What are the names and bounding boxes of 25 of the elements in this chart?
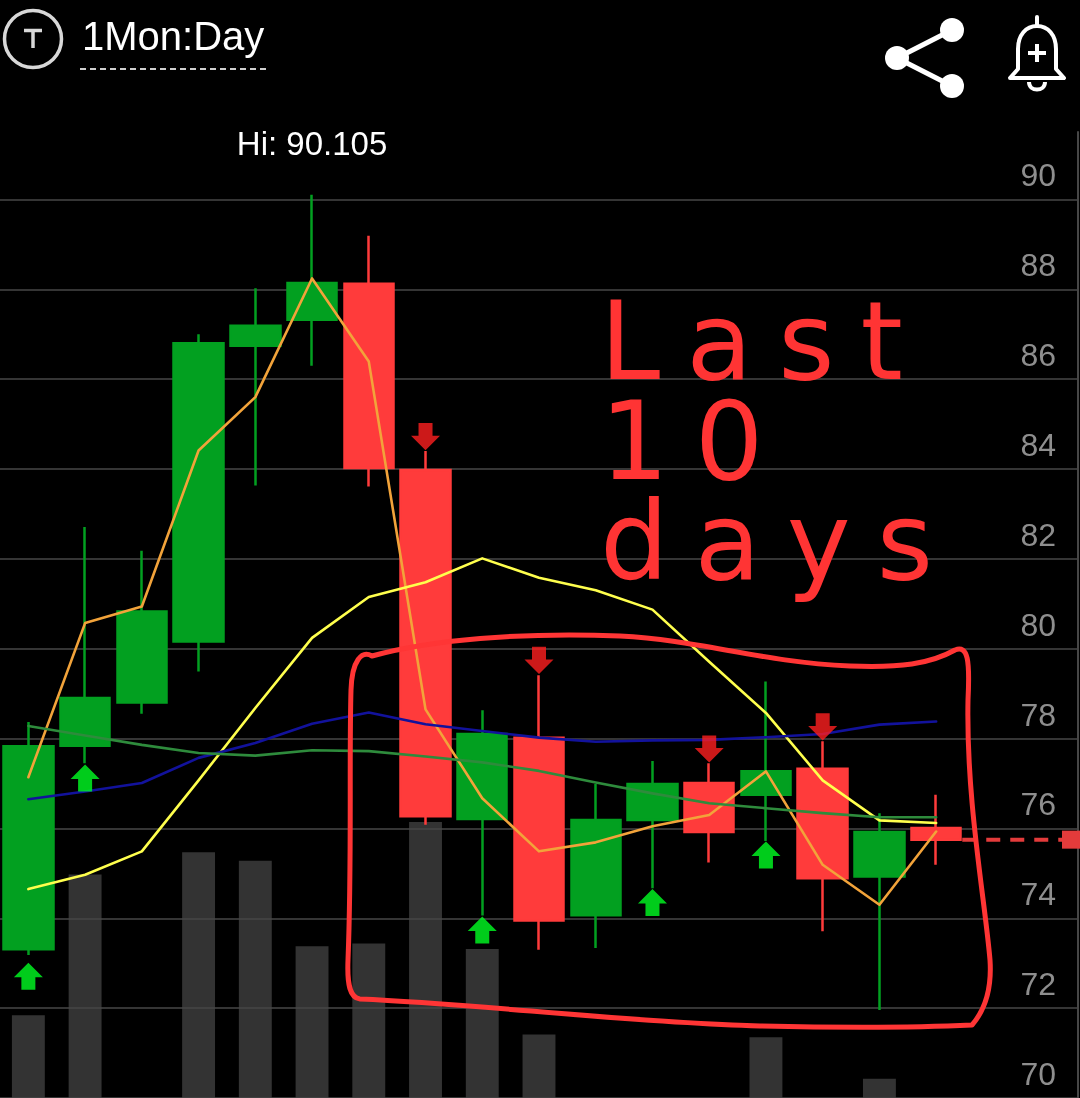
y-tick-label: 76 xyxy=(1020,786,1056,823)
y-tick-label: 80 xyxy=(1020,606,1056,643)
bar xyxy=(862,1078,896,1098)
y-tick-label: 82 xyxy=(1020,516,1056,553)
annotation: Last 10 days xyxy=(600,279,959,604)
y-tick-label: 78 xyxy=(1020,696,1056,733)
y-tick-label: 90 xyxy=(1020,157,1056,194)
y-tick-label: 86 xyxy=(1020,337,1056,374)
bar xyxy=(182,852,216,1098)
bar xyxy=(238,860,272,1098)
bar xyxy=(749,1037,783,1098)
y-tick-label: 70 xyxy=(1020,1056,1056,1092)
bar xyxy=(409,822,442,1098)
chart-title: 1Mon:Day xyxy=(82,14,265,58)
bar xyxy=(295,946,329,1098)
bar xyxy=(352,943,386,1098)
bar xyxy=(522,1034,556,1098)
y-tick-label: 72 xyxy=(1020,966,1056,1003)
bar xyxy=(465,948,499,1098)
y-tick-label: 84 xyxy=(1020,426,1056,463)
annotation: Hi: 90.105 xyxy=(236,125,388,163)
y-tick-label: 88 xyxy=(1020,247,1056,284)
y-tick-label: 74 xyxy=(1020,876,1056,913)
bar xyxy=(11,1015,45,1098)
bar xyxy=(68,874,102,1098)
